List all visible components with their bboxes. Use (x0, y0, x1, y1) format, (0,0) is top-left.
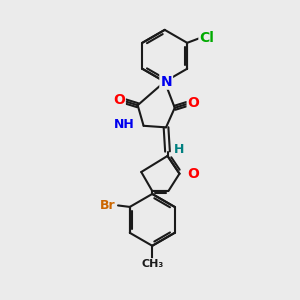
Text: CH₃: CH₃ (141, 259, 164, 269)
Text: Br: Br (100, 199, 115, 212)
Text: N: N (160, 75, 172, 89)
Text: O: O (113, 93, 125, 107)
Text: O: O (188, 167, 200, 181)
Text: O: O (188, 95, 200, 110)
Text: H: H (173, 143, 184, 156)
Text: NH: NH (113, 118, 134, 131)
Text: Cl: Cl (200, 32, 214, 45)
